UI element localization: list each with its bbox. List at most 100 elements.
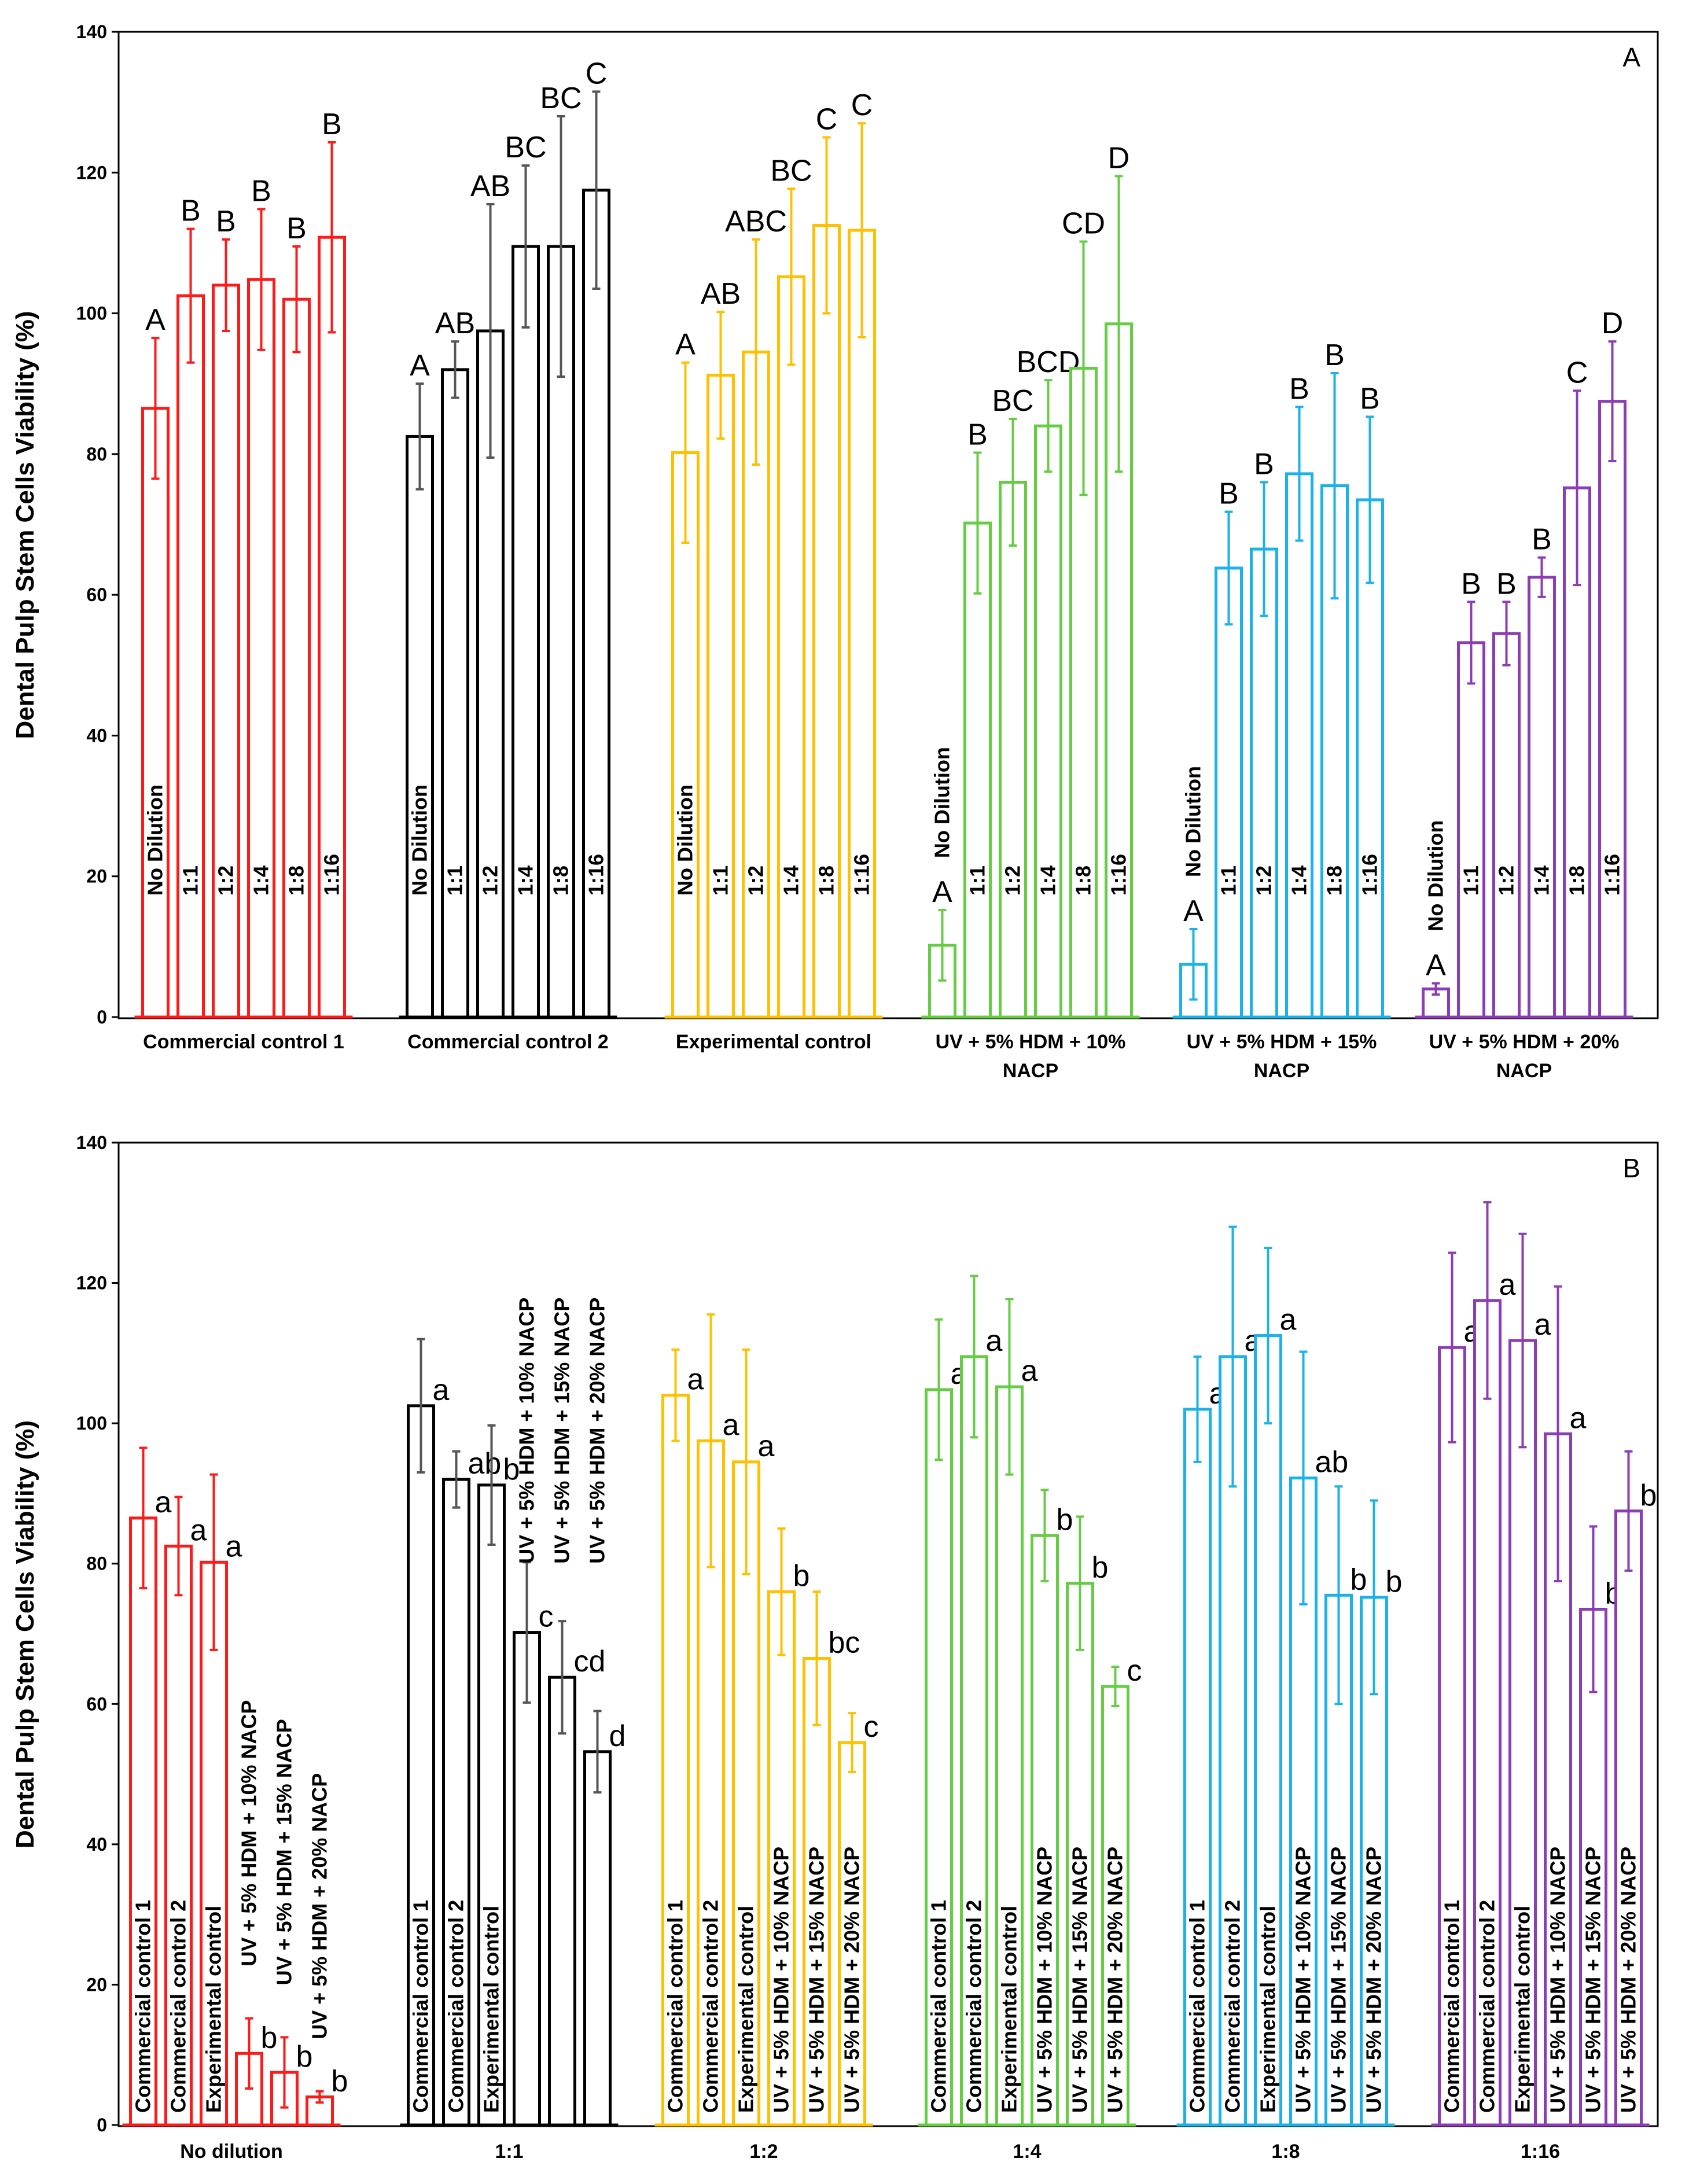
y-tick-label: 120: [76, 1273, 107, 1294]
significance-letter: b: [793, 1559, 810, 1593]
bar-label: 1:8: [1072, 866, 1095, 896]
bar-group: a Commercial control 1 ab Commercial contro…: [400, 1298, 626, 2163]
bar: [441, 368, 469, 1019]
group-label: 1:16: [1521, 2141, 1560, 2163]
bar-label: 1:16: [850, 854, 874, 896]
significance-letter: a: [155, 1486, 172, 1519]
significance-letter: B: [181, 194, 201, 228]
bar-label: 1:4: [514, 866, 538, 896]
significance-letter: ab: [1315, 1446, 1349, 1479]
bar-label: Commercial control 2: [1475, 1900, 1499, 2113]
bar-label: Experimental control: [734, 1906, 758, 2113]
significance-letter: AB: [470, 170, 510, 203]
bar-label: 1:4: [1287, 866, 1311, 896]
y-tick-label: 120: [76, 162, 107, 183]
bar-label: UV + 5% HDM + 10% NACP: [1033, 1847, 1057, 2113]
bar-label: UV + 5% HDM + 20% NACP: [308, 1773, 332, 2039]
significance-letter: D: [1602, 307, 1624, 340]
y-tick-label: 40: [86, 1834, 107, 1855]
bar-label: No Dilution: [408, 785, 432, 896]
significance-letter: bc: [829, 1626, 860, 1659]
plot-frame: [117, 31, 1659, 1019]
bar: [999, 481, 1027, 1019]
significance-letter: AB: [435, 307, 475, 340]
y-tick-label: 60: [86, 584, 107, 605]
y-axis-label: Dental Pulp Stem Cells Viability (%): [11, 311, 39, 739]
bar: [1544, 1432, 1572, 2127]
significance-letter: a: [1499, 1268, 1516, 1302]
panel-label: B: [1622, 1153, 1640, 1183]
bar-label: Commercial control 2: [699, 1900, 723, 2113]
group-label: 1:4: [1013, 2141, 1041, 2163]
bar-label: UV + 5% HDM + 15% NACP: [805, 1847, 829, 2113]
chart-panel-b: 0 20 40 60 80 100 120 140 Dental Pulp Stem Cells…: [11, 1132, 1659, 2163]
significance-letter: B: [1324, 338, 1345, 372]
bar: [1614, 1509, 1643, 2127]
significance-letter: B: [1496, 567, 1517, 601]
bar-label: No Dilution: [674, 785, 697, 896]
group-label: NACP: [1003, 1060, 1058, 1082]
bar-label: UV + 5% HDM + 20% NACP: [840, 1847, 864, 2113]
group-label: No dilution: [180, 2141, 283, 2163]
bar-label: 1:2: [1252, 866, 1276, 896]
bar: [1598, 400, 1627, 1019]
bar-label: Commercial control 2: [962, 1900, 986, 2113]
bar-label: Commercial control 1: [1186, 1900, 1209, 2113]
bar-label: UV + 5% HDM + 10% NACP: [1291, 1847, 1315, 2113]
bar: [848, 229, 876, 1019]
bar-label: Commercial control 1: [664, 1900, 687, 2113]
significance-letter: B: [216, 205, 236, 238]
panel-label: A: [1622, 42, 1640, 72]
significance-letter: AB: [701, 277, 741, 311]
bar-label: Commercial control 1: [1440, 1900, 1464, 2113]
significance-letter: B: [1289, 372, 1309, 406]
bar-label: UV + 5% HDM + 10% NACP: [770, 1847, 793, 2113]
bar-label: UV + 5% HDM + 20% NACP: [1362, 1847, 1386, 2113]
bar: [1031, 1534, 1059, 2127]
bar: [1034, 424, 1062, 1019]
bar-label: 1:4: [1036, 866, 1060, 896]
significance-letter: cd: [574, 1645, 606, 1678]
significance-letter: b: [1057, 1503, 1073, 1537]
y-tick-label: 60: [86, 1693, 107, 1714]
bar-label: UV + 5% HDM + 15% NACP: [1327, 1847, 1351, 2113]
significance-letter: d: [609, 1719, 626, 1753]
bar-group: A No Dilution B 1:1 B 1:2 B 1:4 B 1:8 B 1:16 Commerc…: [134, 108, 353, 1053]
bar-label: UV + 5% HDM + 10% NACP: [237, 1700, 261, 1966]
group-label: Commercial control 2: [407, 1031, 609, 1053]
bar-label: 1:16: [1600, 854, 1624, 896]
bar: [1438, 1346, 1466, 2127]
bar: [141, 407, 170, 1019]
bar-label: UV + 5% HDM + 15% NACP: [1581, 1847, 1605, 2113]
bar-label: No Dilution: [930, 747, 954, 858]
bar-label: 1:16: [320, 854, 344, 896]
bar-label: Commercial control 2: [1221, 1900, 1245, 2113]
plot-frame: [117, 1141, 1659, 2127]
significance-letter: A: [1426, 949, 1446, 982]
bar: [777, 275, 805, 1019]
bar-label: No Dilution: [1182, 766, 1205, 877]
significance-letter: a: [687, 1363, 704, 1397]
significance-letter: CD: [1062, 207, 1105, 240]
significance-letter: a: [1535, 1308, 1551, 1342]
bar: [960, 1355, 988, 2127]
group-label: UV + 5% HDM + 20%: [1429, 1031, 1620, 1053]
bar-label: 1:2: [479, 866, 502, 896]
bar-label: UV + 5% HDM + 15% NACP: [550, 1298, 574, 1564]
bar-label: UV + 5% HDM + 15% NACP: [1068, 1847, 1092, 2113]
bar: [548, 1675, 576, 2127]
bar-label: Commercial control 1: [131, 1900, 155, 2113]
bar-label: Commercial control 2: [167, 1900, 190, 2113]
bar: [1473, 1299, 1502, 2127]
bar-label: Experimental control: [202, 1906, 226, 2113]
significance-letter: a: [1570, 1401, 1587, 1435]
significance-letter: b: [296, 2040, 313, 2073]
significance-letter: b: [1640, 1479, 1657, 1512]
bar-label: No Dilution: [1424, 820, 1448, 931]
bar-label: 1:8: [549, 866, 573, 896]
group-label: 1:8: [1271, 2141, 1300, 2163]
bar-label: 1:4: [249, 866, 273, 896]
